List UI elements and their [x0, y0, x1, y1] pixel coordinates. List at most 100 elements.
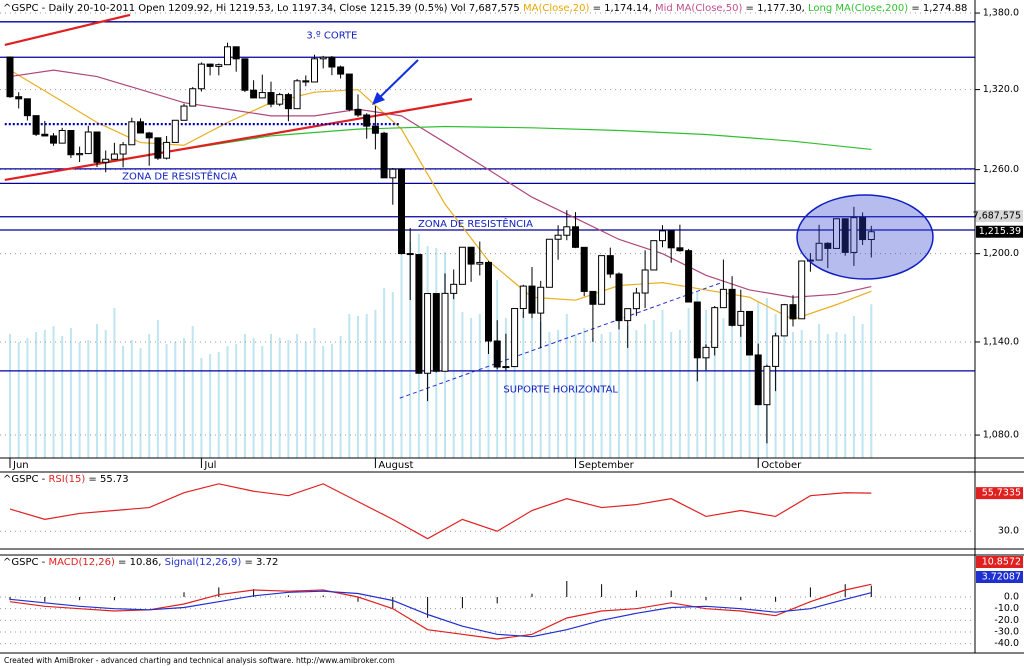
y-tick-label: 1,140.0 [983, 336, 1019, 347]
candle-body [415, 254, 423, 374]
candle-body [780, 304, 788, 337]
candle-body [102, 158, 110, 163]
candle-body [232, 46, 240, 60]
y-tick-label: 30.0 [998, 526, 1019, 537]
header-part: ^GSPC - Daily 20-10-2011 Open 1209.92, H… [3, 3, 523, 14]
candle-body [728, 288, 736, 326]
candle-body [563, 226, 571, 236]
panel-header: ^GSPC - Daily 20-10-2011 Open 1209.92, H… [3, 3, 967, 14]
moving-average [9, 69, 872, 298]
value-box [976, 210, 1023, 222]
candle-body [145, 132, 153, 139]
candle-body [737, 310, 745, 326]
value-box [976, 225, 1023, 238]
y-tick-label: 1,260.0 [983, 164, 1019, 175]
y-tick-label: 1,380.0 [983, 8, 1019, 19]
y-tick-label: 1,320.0 [983, 84, 1019, 95]
panel-header: ^GSPC - RSI(15) = 55.73 [3, 474, 129, 485]
candle-body [432, 293, 440, 372]
y-tick-label: 1,200.0 [983, 248, 1019, 259]
value-box [976, 571, 1023, 583]
candle-body [163, 141, 171, 159]
y-tick-label: 0.0 [1004, 592, 1019, 603]
macd-line [9, 590, 872, 638]
header-part: Long MA(Close,200) [808, 3, 908, 14]
candle-body [441, 292, 449, 372]
value-box-label: 1,215.39 [979, 226, 1021, 237]
candle-body [371, 125, 379, 134]
value-box-label: 3.72087 [982, 572, 1021, 583]
header-part: MA(Close,20) [523, 3, 590, 14]
candle-body [554, 234, 562, 240]
candle-body [380, 132, 388, 179]
candle-body [615, 273, 623, 322]
annotation: ZONA DE RESISTÊNCIA [122, 170, 237, 183]
candle-body [119, 144, 127, 155]
candle-body [110, 153, 118, 160]
candle-body [189, 88, 197, 107]
candle-body [580, 246, 588, 292]
candle-body [137, 121, 144, 134]
candle-body [693, 301, 701, 359]
candle-body [485, 261, 492, 342]
candle-body [67, 129, 75, 156]
y-tick-label: -10.0 [994, 603, 1019, 614]
candle-body [302, 80, 310, 83]
candle-body [650, 240, 658, 271]
annotation: ZONA DE RESISTÊNCIA [418, 217, 533, 230]
trend-line [399, 282, 721, 399]
candle-body [467, 246, 475, 265]
layers: ^GSPC - Daily 20-10-2011 Open 1209.92, H… [0, 3, 1023, 649]
rsi-line [9, 483, 872, 540]
candle-body [632, 292, 640, 310]
candle-body [511, 308, 519, 368]
candle-body [624, 308, 632, 322]
candle-body [763, 365, 771, 406]
candle-body [128, 121, 136, 146]
candle-body [841, 218, 849, 253]
candle-body [659, 230, 666, 242]
candle-body [215, 64, 223, 67]
candle-body [23, 98, 31, 117]
candle-body [676, 247, 684, 252]
candle-body [572, 226, 579, 248]
candle-body [754, 354, 762, 406]
candle-body [798, 260, 806, 320]
candle-body [267, 92, 275, 105]
candle-body [41, 133, 49, 137]
candle-body [337, 66, 345, 75]
candle-body [241, 58, 249, 91]
candle-body [458, 246, 466, 285]
value-box [976, 556, 1023, 568]
candle-body [180, 105, 188, 121]
candle-body [519, 285, 527, 310]
header-part: = 1,174.14, [589, 3, 655, 14]
candle-body [206, 63, 214, 67]
candle-body [6, 56, 14, 98]
x-tick-label: August [378, 460, 413, 471]
candle-body [833, 218, 840, 249]
candle-body [284, 94, 292, 110]
candle-body [363, 114, 371, 127]
trend-line [4, 98, 473, 182]
moving-average [96, 125, 872, 164]
candle-body [154, 137, 162, 159]
value-box [976, 487, 1023, 500]
annotation: SUPORTE HORIZONTAL [503, 384, 618, 395]
y-tick-label: -40.0 [994, 638, 1019, 649]
candle-body [250, 89, 258, 99]
header-part: = 1,177.30, [742, 3, 808, 14]
candle-body [545, 238, 553, 288]
candle-body [328, 56, 336, 68]
candle-body [685, 250, 693, 303]
candle-body [537, 286, 545, 314]
candle-body [93, 131, 101, 163]
candle-body [354, 108, 362, 116]
trend-line [4, 13, 131, 46]
header-part: Signal(12,26,9) [165, 557, 242, 568]
x-tick-label: Jun [12, 460, 29, 471]
candle-body [319, 56, 327, 60]
candle-body [197, 63, 205, 90]
candle-body [311, 58, 318, 83]
header-part: ^GSPC - [3, 474, 48, 485]
